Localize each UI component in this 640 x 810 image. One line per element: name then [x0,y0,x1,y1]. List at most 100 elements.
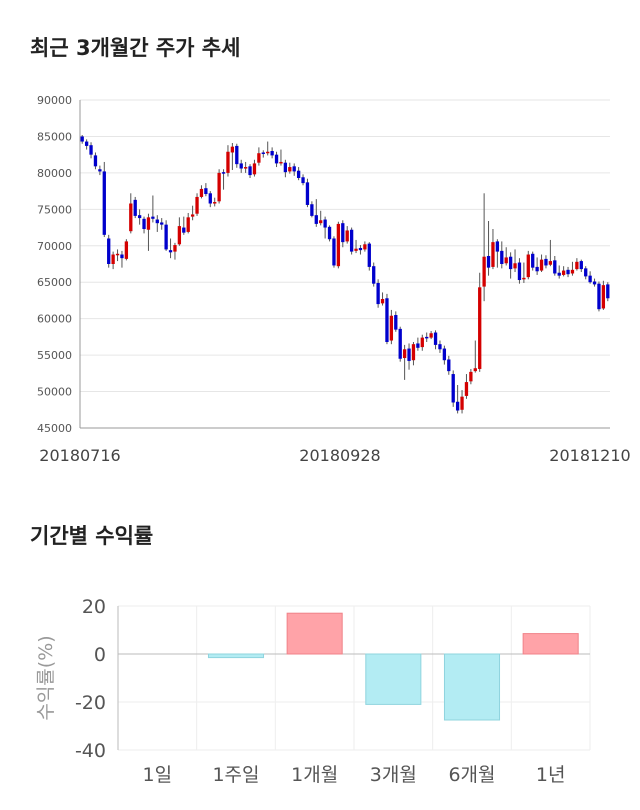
candle [469,368,473,385]
candle-body [469,371,473,382]
candle [500,241,504,269]
candle-body [592,281,597,285]
candle-body [394,315,398,330]
candle [486,220,491,276]
candle-body [553,260,557,274]
x-tick-label: 1일 [143,764,173,786]
candle-body [252,163,257,175]
candle-body [416,343,420,348]
candle-body [508,256,513,270]
candle-body [349,229,354,252]
candle-body [495,241,500,252]
candle-body [217,172,221,202]
candle-body [248,166,252,176]
x-tick-label: 1개월 [291,764,338,786]
candle [115,249,120,262]
candle [235,143,239,168]
candle [535,257,539,275]
candle-body [341,223,345,243]
y-tick-label: 50000 [37,386,72,399]
candle-body [84,141,89,146]
candle [358,245,363,255]
candle-body [380,298,385,304]
candle [345,226,349,244]
candle [89,142,93,159]
candle [239,159,243,173]
candle-body [204,188,208,195]
candle-body [570,269,575,274]
candle [420,334,424,351]
candle-body [208,193,212,204]
candle-body [367,243,371,267]
candle [310,201,314,218]
candle-body [464,382,469,396]
candle-body [354,248,358,251]
candle-body [137,215,142,219]
candle [394,311,398,332]
candle [517,258,522,284]
candle [380,292,385,306]
candle-body [314,215,318,224]
candle-body [151,216,155,219]
candle-body [142,218,146,230]
candle-body [168,250,173,253]
candle [323,216,327,239]
candle-body [182,227,186,233]
candle [588,271,592,284]
candle-body [447,359,451,372]
candle [332,236,336,268]
candle-body [155,219,159,224]
candle-body [133,199,137,216]
x-tick-label: 20180928 [299,446,380,465]
candle [133,196,137,219]
x-tick-label: 20181210 [549,446,630,465]
candle-body [230,146,235,153]
candle [473,340,477,373]
candle-body [226,151,230,173]
candle [173,242,177,260]
candle-body [398,328,402,359]
candle [561,266,566,277]
candle-body [93,155,98,167]
return-bar [207,653,265,659]
x-tick-label: 1년 [536,764,566,786]
candle-body [310,204,314,216]
candle-body [420,337,424,348]
candle [151,195,155,223]
candle [248,164,252,178]
return-bar [443,653,501,721]
candle [385,293,389,345]
y-tick-label: 75000 [37,203,72,216]
candle [319,210,323,226]
candle [341,220,345,248]
candle [288,162,292,174]
y-tick-label: 85000 [37,130,72,143]
candle-body [451,374,455,403]
y-tick-label: 65000 [37,276,72,289]
candle-body [292,166,296,172]
candle [283,159,288,178]
candle-body [442,348,447,361]
y-tick-label: 80000 [37,167,72,180]
candle-body [433,332,438,345]
candle [442,345,447,365]
candle [164,220,168,251]
y-tick-label: 60000 [37,313,72,326]
candle-body [597,283,601,310]
candle [314,199,318,227]
candle [531,251,535,271]
candle-body [561,270,566,275]
candle-body [544,258,548,266]
candle [243,161,248,173]
candle [566,266,570,278]
candle-body [407,348,411,361]
candle [429,331,433,340]
y-tick-label: -40 [75,740,106,762]
candle [407,343,411,370]
candle [252,159,257,177]
candle [124,239,129,261]
candle-body [535,266,539,272]
candle-body [301,177,305,184]
candle [107,234,111,268]
candle [213,197,217,207]
